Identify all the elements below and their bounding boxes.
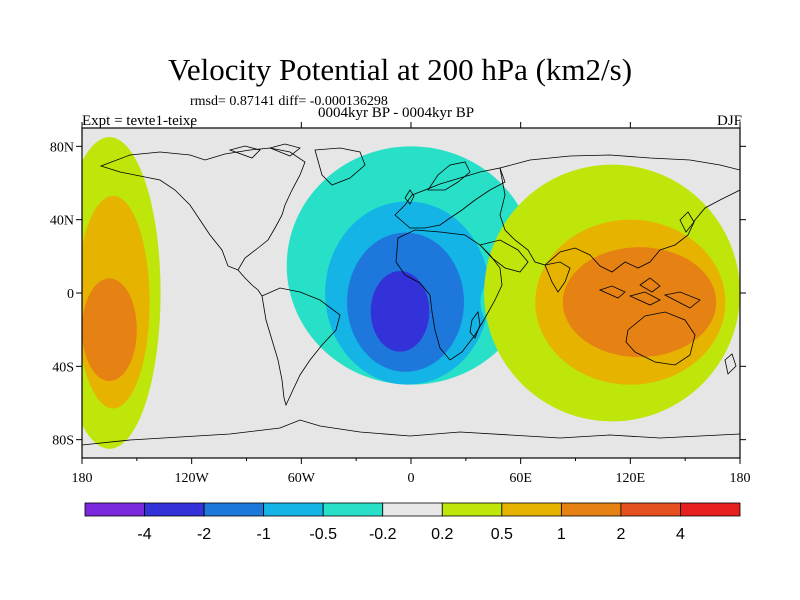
coast-europe — [394, 167, 506, 229]
colorbar-swatch — [84, 502, 145, 517]
colorbar-label: -4 — [137, 526, 151, 543]
colorbar-swatch — [144, 502, 205, 517]
colorbar-swatch — [441, 502, 503, 517]
map-axes: 180 120W 60W 0 60E 120E 180 80N 40N 0 40S 80S — [50, 122, 751, 486]
colorbar-swatch — [501, 502, 562, 517]
field-pacific-positive-core — [82, 278, 137, 381]
coast-central-america — [237, 269, 263, 297]
colorbar-label: -0.2 — [369, 526, 397, 543]
coast-north-america — [99, 147, 306, 271]
coast-britain — [404, 189, 415, 205]
y-tick-label: 0 — [67, 287, 74, 302]
period-label: 0004kyr BP - 0004kyr BP — [318, 105, 475, 121]
x-tick-label: 120E — [616, 471, 646, 486]
stats-text: rmsd= 0.87141 diff= -0.000136298 — [190, 94, 388, 109]
contour-fields — [82, 137, 740, 449]
y-tick-label: 80N — [50, 140, 74, 155]
coast-antarctica — [82, 419, 740, 446]
coast-greenland — [314, 147, 366, 186]
x-tick-label: 60E — [509, 471, 532, 486]
coast-australia — [625, 311, 696, 366]
colorbar-swatch — [680, 502, 741, 517]
colorbar-label: 0.2 — [431, 526, 453, 543]
coast-japan — [679, 211, 695, 233]
coast-arctic-islands — [228, 143, 301, 159]
x-tick-label: 60W — [288, 471, 316, 486]
field-atlantic-negative-core — [370, 271, 430, 352]
field-maritime-positive-core — [562, 247, 717, 358]
colorbar-swatch — [263, 502, 324, 517]
coast-asia — [499, 154, 740, 273]
coast-india — [544, 261, 571, 293]
y-tick-label: 80S — [52, 434, 74, 449]
colorbar-swatch — [322, 502, 384, 517]
coast-madagascar — [469, 310, 481, 339]
colorbar-swatch — [382, 502, 443, 517]
x-tick-label: 0 — [408, 471, 415, 486]
x-tick-label: 120W — [175, 471, 210, 486]
coastlines — [82, 143, 740, 446]
season-label: DJF — [716, 113, 742, 129]
y-tick-label: 40S — [52, 360, 74, 375]
colorbar-label: 1 — [557, 526, 566, 543]
colorbar-label: 0.5 — [491, 526, 513, 543]
colorbar-label: -0.5 — [309, 526, 337, 543]
chart-title: Velocity Potential at 200 hPa (km2/s) — [167, 52, 633, 87]
colorbar-swatch — [620, 502, 681, 517]
coast-africa — [395, 229, 503, 361]
coast-new-zealand — [724, 353, 737, 375]
coast-scandinavia — [427, 161, 471, 191]
x-tick-label: 180 — [730, 471, 751, 486]
experiment-label: Expt = tevte1-teixe — [82, 113, 198, 129]
colorbar-swatch — [560, 502, 622, 517]
colorbar-label: 4 — [676, 526, 685, 543]
colorbar-label: -2 — [197, 526, 211, 543]
colorbar-swatch — [203, 502, 265, 517]
y-tick-label: 40N — [50, 214, 74, 229]
colorbar-label: 2 — [616, 526, 625, 543]
colorbar-label: -1 — [257, 526, 271, 543]
coast-south-america — [261, 287, 341, 407]
coast-arabia — [479, 239, 529, 273]
colorbar: -4 -2 -1 -0.5 -0.2 0.2 0.5 1 2 4 — [84, 502, 741, 543]
coast-indonesia — [598, 277, 701, 309]
x-tick-label: 180 — [72, 471, 93, 486]
